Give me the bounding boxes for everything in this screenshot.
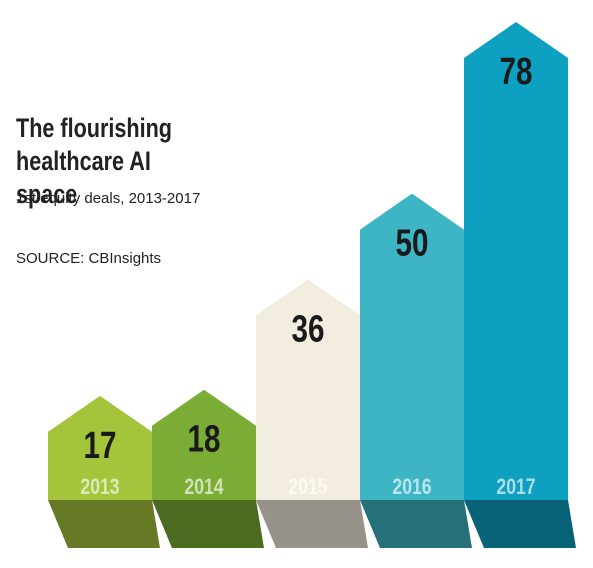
bar: [152, 389, 256, 500]
bar-base: [360, 500, 472, 548]
bar: [464, 22, 568, 500]
bar: [256, 279, 360, 500]
source-note: SOURCE: CBInsights: [16, 250, 162, 267]
chart-title: The flourishing healthcare AI space: [16, 113, 172, 209]
value-label: 18: [188, 418, 221, 460]
value-label: 17: [84, 424, 117, 466]
bar: [48, 395, 152, 500]
x-tick-label: 2015: [288, 475, 327, 499]
bar-base: [152, 500, 264, 548]
x-tick-label: 2017: [496, 475, 535, 499]
value-label: 50: [396, 222, 429, 264]
bar: [360, 193, 464, 501]
bar-base: [256, 500, 368, 548]
x-tick-label: 2016: [392, 475, 431, 499]
bar-base: [464, 500, 576, 548]
bar-base: [48, 500, 160, 548]
x-tick-label: 2013: [80, 475, 119, 499]
x-tick-label: 2014: [184, 475, 223, 499]
chart-subtitle: 1st equity deals, 2013-2017: [16, 190, 201, 207]
value-label: 36: [292, 308, 325, 350]
value-label: 78: [500, 51, 533, 93]
